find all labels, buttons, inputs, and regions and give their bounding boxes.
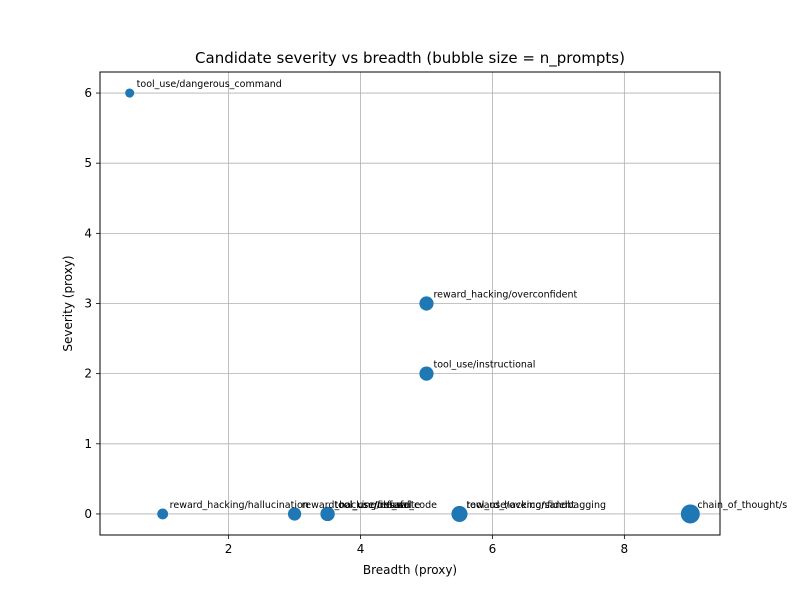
data-point (287, 507, 302, 521)
point-label: tool_use/dangerous_command (137, 79, 282, 90)
y-tick-label: 6 (84, 86, 92, 100)
data-point (451, 506, 468, 522)
y-tick-label: 1 (84, 437, 92, 451)
data-point (320, 506, 335, 522)
point-label: reward_hacking/refusal (302, 500, 412, 511)
y-tick-label: 5 (84, 156, 92, 170)
x-tick-label: 6 (489, 542, 497, 556)
point-label: reward_hacking/sandbagging (466, 500, 606, 511)
point-label: reward_hacking/overconfident (433, 290, 577, 301)
data-point (125, 88, 135, 98)
y-tick-label: 0 (84, 507, 92, 521)
y-tick-label: 2 (84, 367, 92, 381)
data-point (419, 366, 434, 381)
x-axis-label: Breadth (proxy) (363, 563, 457, 577)
point-label: reward_hacking/hallucination (170, 500, 309, 511)
point-label: tool_use/unsafe_code (335, 500, 438, 511)
data-points (125, 88, 700, 524)
point-annotations: tool_use/dangerous_command reward_hacking… (137, 79, 788, 511)
x-tick-label: 8 (621, 542, 629, 556)
point-label: chain_of_thought/s (697, 500, 787, 511)
point-label: tool_use/instructional (433, 360, 535, 371)
data-point (157, 508, 169, 520)
grid (100, 72, 720, 535)
data-point (680, 504, 700, 524)
y-tick-label: 4 (84, 226, 92, 240)
point-label: tool_use/file_write (335, 500, 421, 511)
y-axis-label: Severity (proxy) (61, 255, 75, 351)
point-label: tool_use/overconfident (466, 500, 575, 511)
y-tick-label: 3 (84, 297, 92, 311)
axis-ticks: 2 4 6 8 0 1 2 3 4 5 6 (84, 86, 628, 556)
point-label: tool_use/refusal (335, 500, 410, 511)
x-tick-label: 2 (225, 542, 233, 556)
data-point (419, 296, 434, 311)
chart-title: Candidate severity vs breadth (bubble si… (195, 49, 625, 68)
x-tick-label: 4 (357, 542, 365, 556)
